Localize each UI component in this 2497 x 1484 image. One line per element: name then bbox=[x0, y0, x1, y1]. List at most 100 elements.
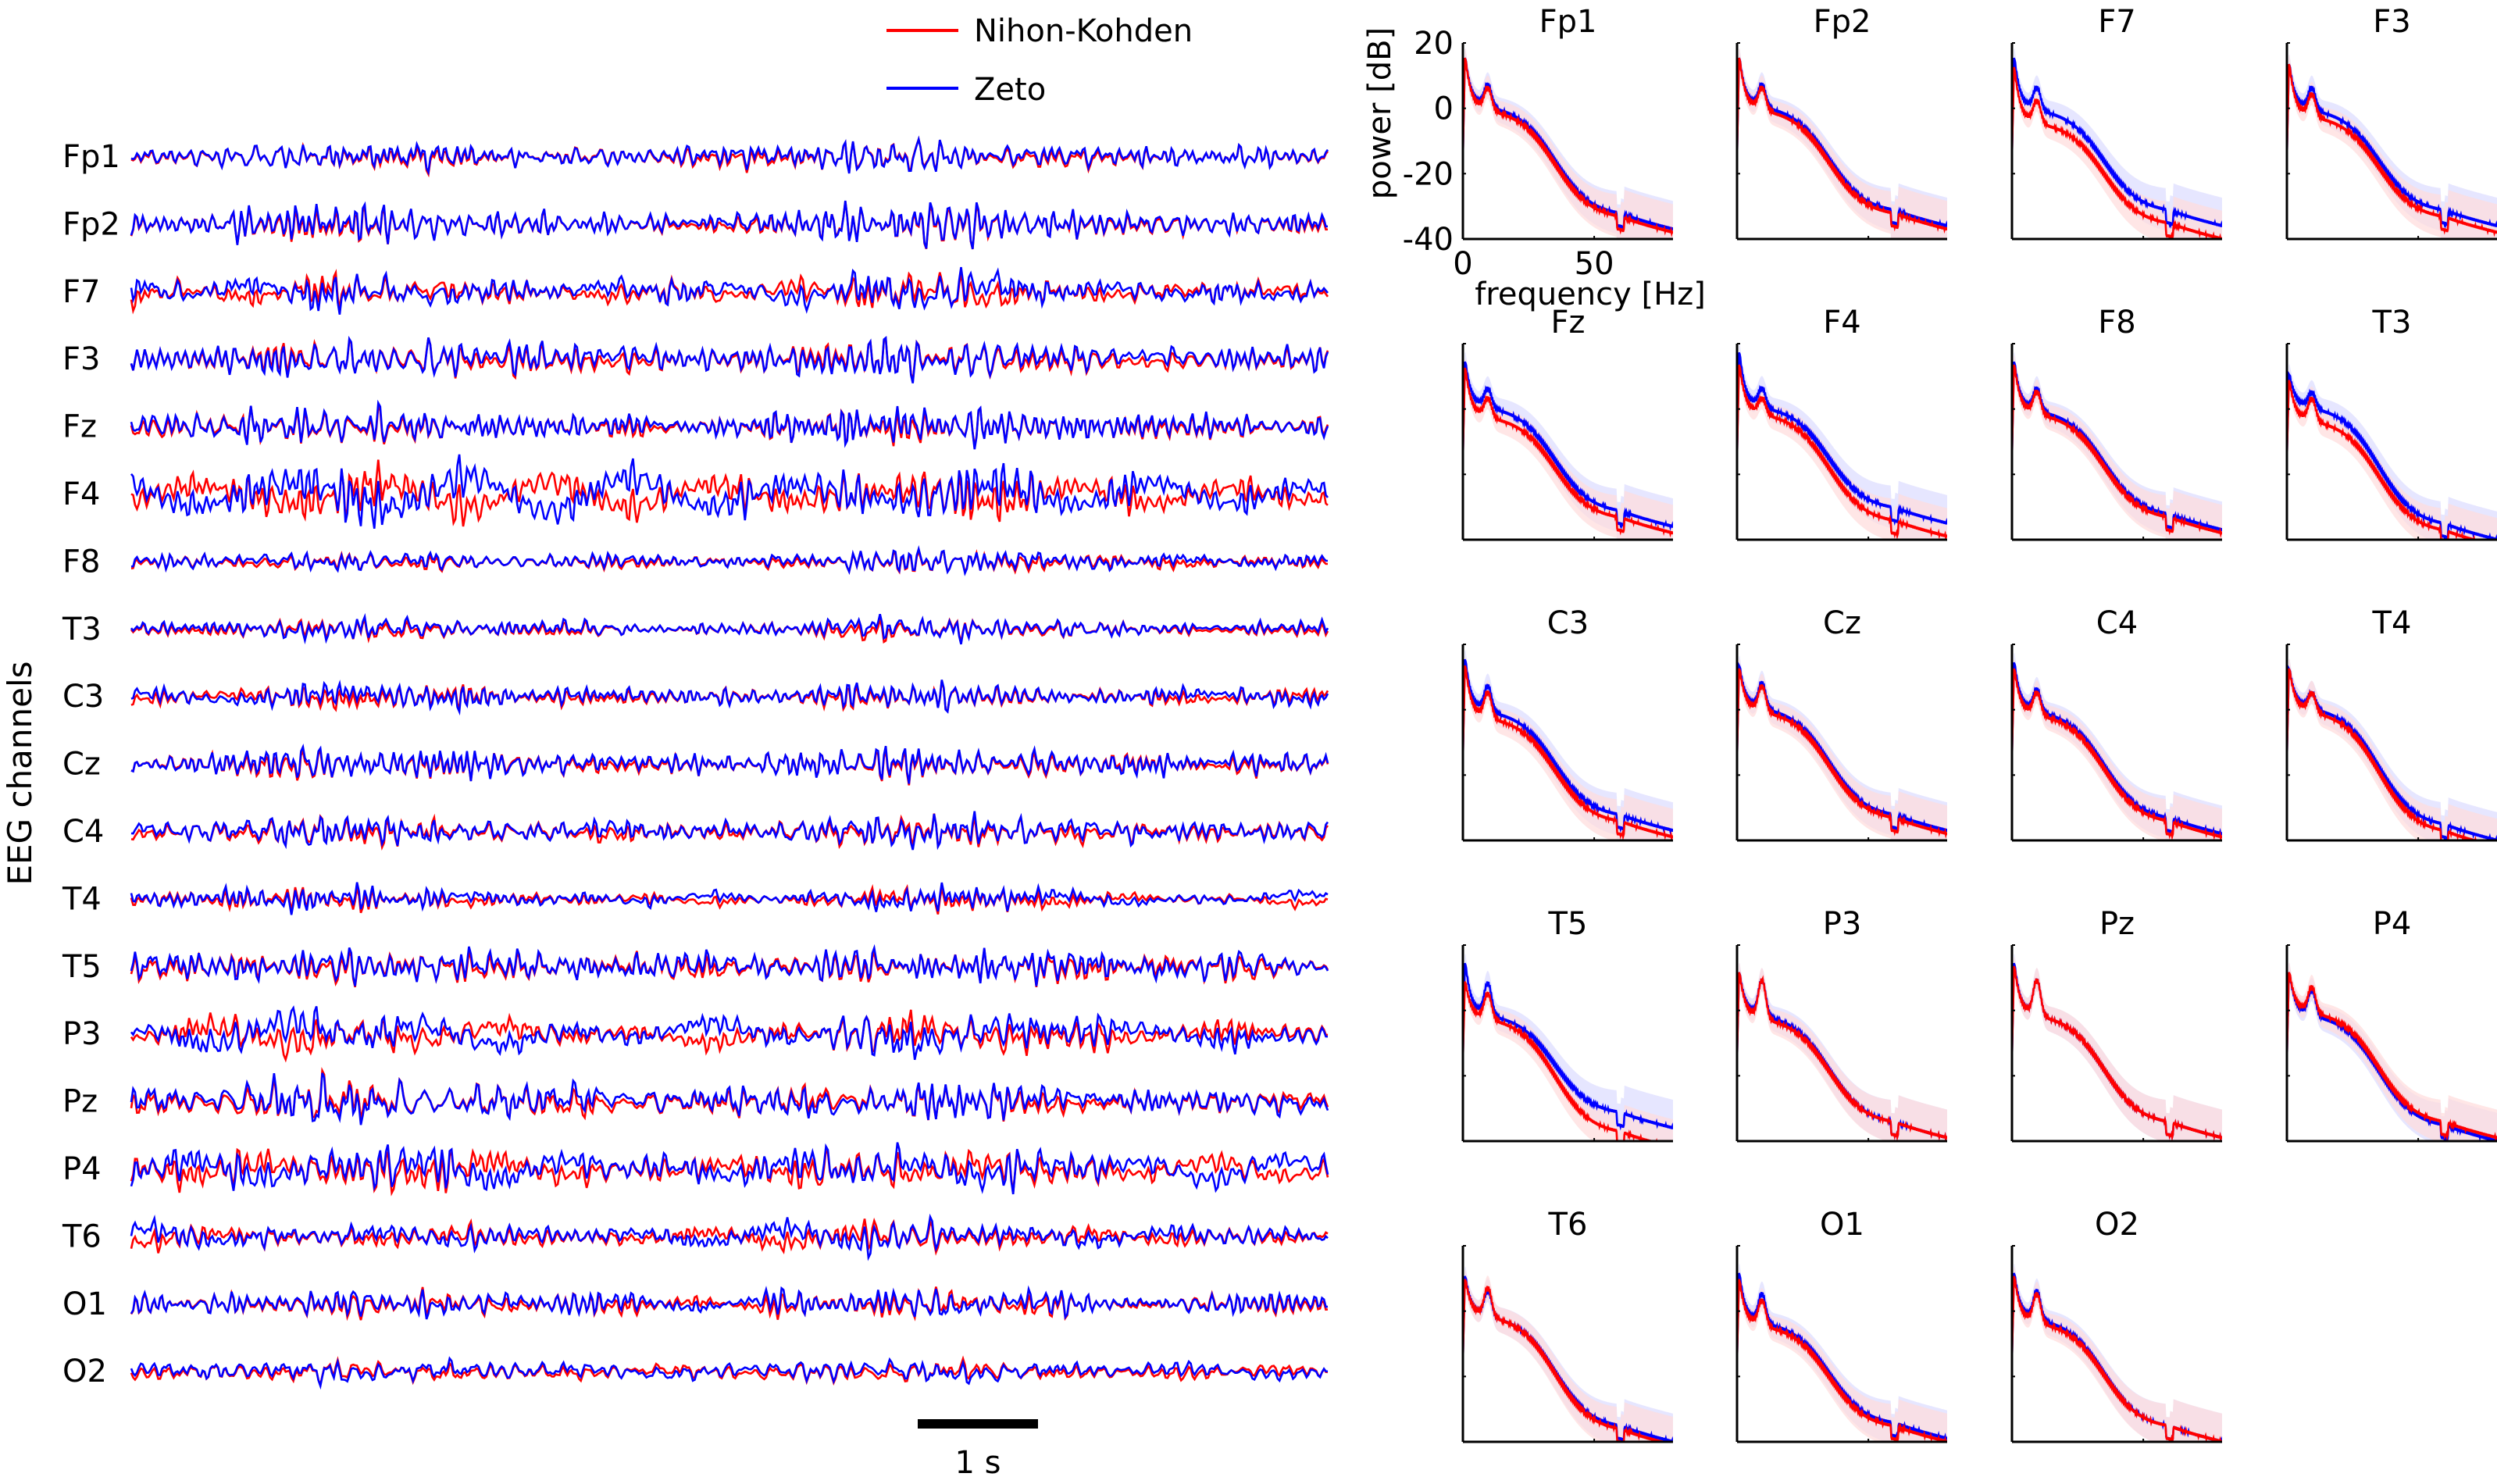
psd-x-tick-label: 0 bbox=[1453, 246, 1472, 282]
eeg-trace-zeto bbox=[130, 1356, 1329, 1390]
psd-panel-title: T3 bbox=[2372, 305, 2412, 341]
eeg-trace-nihon-kohden bbox=[130, 1147, 1329, 1197]
eeg-trace-zeto bbox=[130, 882, 1329, 915]
psd-panel-c3: C3 bbox=[1461, 605, 1673, 842]
psd-band-nihon-kohden bbox=[1463, 1269, 1673, 1442]
psd-band-nihon-kohden bbox=[2287, 370, 2497, 540]
psd-line-nihon-kohden bbox=[2287, 972, 2497, 1141]
eeg-channel-label: C4 bbox=[62, 814, 104, 850]
eeg-channel-label: O1 bbox=[62, 1286, 107, 1322]
eeg-channel-label: Pz bbox=[62, 1084, 98, 1120]
psd-panel-title: F8 bbox=[2098, 305, 2135, 341]
scale-bar bbox=[918, 1419, 1038, 1429]
psd-line-nihon-kohden bbox=[1463, 981, 1658, 1141]
psd-band-nihon-kohden bbox=[2012, 957, 2222, 1141]
eeg-channel-f7: F7 bbox=[62, 266, 1329, 315]
psd-panel-title: Pz bbox=[2099, 906, 2135, 942]
psd-panel-pz: Pz bbox=[2010, 906, 2222, 1143]
eeg-channel-f8: F8 bbox=[62, 544, 1329, 580]
psd-line-nihon-kohden bbox=[2012, 364, 2222, 538]
psd-panel-t6: T6 bbox=[1461, 1207, 1673, 1443]
psd-panel-f4: F4 bbox=[1735, 305, 1947, 541]
psd-panel-title: P4 bbox=[2373, 906, 2412, 942]
eeg-channel-label: T6 bbox=[62, 1218, 102, 1254]
psd-band-nihon-kohden bbox=[1737, 1270, 1947, 1442]
eeg-channel-fz: Fz bbox=[62, 399, 1329, 450]
eeg-channel-c3: C3 bbox=[62, 679, 1329, 716]
eeg-channel-o2: O2 bbox=[62, 1354, 1329, 1390]
psd-panel-title: F3 bbox=[2373, 4, 2410, 40]
psd-panel-title: Fp1 bbox=[1539, 4, 1597, 40]
eeg-channel-label: Fz bbox=[62, 409, 97, 445]
psd-band-nihon-kohden bbox=[1737, 355, 1947, 540]
eeg-channel-t6: T6 bbox=[62, 1213, 1329, 1261]
psd-line-nihon-kohden bbox=[1463, 367, 1673, 538]
psd-band-nihon-kohden bbox=[1737, 658, 1947, 840]
psd-panel-title: F4 bbox=[1823, 305, 1860, 341]
psd-panel-fp1: Fp1 -40 -20 0 20 0 50 bbox=[1403, 4, 1673, 282]
psd-panels: Fp1 -40 -20 0 20 0 50 Fp2 F7 F3 Fz F4 F8 T3 C3 Cz C4 T4 T5… bbox=[1403, 4, 2497, 1443]
eeg-trace-nihon-kohden bbox=[130, 269, 1329, 315]
scale-bar-label: 1 s bbox=[954, 1445, 1001, 1481]
eeg-channel-c4: C4 bbox=[62, 811, 1329, 851]
psd-line-nihon-kohden bbox=[1463, 57, 1673, 237]
psd-panel-t4: T4 bbox=[2285, 605, 2497, 842]
eeg-trace-zeto bbox=[130, 399, 1329, 450]
psd-y-tick-label: -40 bbox=[1403, 222, 1454, 258]
eeg-channel-label: Cz bbox=[62, 747, 101, 783]
eeg-trace-zeto bbox=[130, 544, 1329, 576]
eeg-trace-zeto bbox=[130, 335, 1329, 383]
eeg-traces: Fp1 Fp2 F7 F3 Fz F4 F8 T3 C3 Cz C4 T4 T5 P3 Pz P4 T6 O1 O2 bbox=[62, 135, 1329, 1390]
psd-x-axis-label: frequency [Hz] bbox=[1475, 276, 1706, 312]
psd-line-nihon-kohden bbox=[2287, 668, 2489, 840]
eeg-channel-fp1: Fp1 bbox=[62, 135, 1329, 178]
eeg-channel-label: P3 bbox=[62, 1016, 102, 1052]
eeg-trace-zeto bbox=[130, 680, 1329, 716]
eeg-channel-label: F7 bbox=[62, 274, 100, 310]
psd-line-nihon-kohden bbox=[1463, 665, 1673, 840]
psd-panel-p4: P4 bbox=[2285, 906, 2497, 1143]
eeg-channel-t3: T3 bbox=[62, 612, 1329, 647]
psd-y-tick-label: 20 bbox=[1414, 26, 1454, 62]
psd-band-nihon-kohden bbox=[1463, 656, 1673, 840]
psd-band-nihon-kohden bbox=[2287, 962, 2497, 1141]
psd-line-zeto bbox=[2287, 972, 2497, 1141]
eeg-channel-label: P4 bbox=[62, 1151, 102, 1187]
psd-line-nihon-kohden bbox=[1737, 972, 1947, 1141]
psd-panel-cz: Cz bbox=[1735, 605, 1947, 842]
eeg-trace-nihon-kohden bbox=[130, 883, 1329, 915]
eeg-channel-label: Fp2 bbox=[62, 206, 120, 242]
psd-panel-f8: F8 bbox=[2010, 305, 2222, 541]
psd-panel-title: T4 bbox=[2372, 605, 2412, 641]
eeg-trace-zeto bbox=[130, 612, 1329, 645]
legend-label-zeto: Zeto bbox=[974, 72, 1046, 108]
eeg-channel-pz: Pz bbox=[62, 1066, 1329, 1125]
eeg-channel-f4: F4 bbox=[62, 454, 1329, 529]
psd-line-nihon-kohden bbox=[1737, 57, 1947, 234]
psd-line-nihon-kohden bbox=[2012, 1275, 2222, 1442]
psd-line-zeto bbox=[2012, 57, 2222, 230]
eeg-trace-nihon-kohden bbox=[130, 1009, 1329, 1063]
psd-panel-fp2: Fp2 bbox=[1735, 4, 1947, 241]
psd-panel-fz: Fz bbox=[1461, 305, 1673, 541]
eeg-trace-zeto bbox=[130, 1142, 1329, 1195]
eeg-trace-zeto bbox=[130, 1072, 1329, 1125]
eeg-trace-zeto bbox=[130, 1285, 1329, 1320]
legend: Nihon-Kohden Zeto bbox=[886, 13, 1193, 108]
psd-panel-title: T5 bbox=[1548, 906, 1588, 942]
psd-x-tick-label: 50 bbox=[1575, 246, 1614, 282]
eeg-trace-zeto bbox=[130, 1005, 1329, 1061]
psd-panel-title: P3 bbox=[1823, 906, 1862, 942]
eeg-channel-t4: T4 bbox=[62, 881, 1329, 917]
psd-line-nihon-kohden bbox=[1463, 1279, 1668, 1442]
psd-band-nihon-kohden bbox=[1463, 48, 1673, 239]
psd-line-nihon-kohden bbox=[1737, 364, 1947, 540]
psd-band-nihon-kohden bbox=[2287, 658, 2497, 840]
psd-line-nihon-kohden bbox=[2012, 668, 2222, 840]
eeg-channel-p3: P3 bbox=[62, 1005, 1329, 1063]
eeg-trace-zeto bbox=[130, 944, 1329, 986]
psd-panel-title: C4 bbox=[2096, 605, 2138, 641]
psd-line-zeto bbox=[2287, 63, 2497, 230]
psd-panel-title: O1 bbox=[1820, 1207, 1864, 1243]
